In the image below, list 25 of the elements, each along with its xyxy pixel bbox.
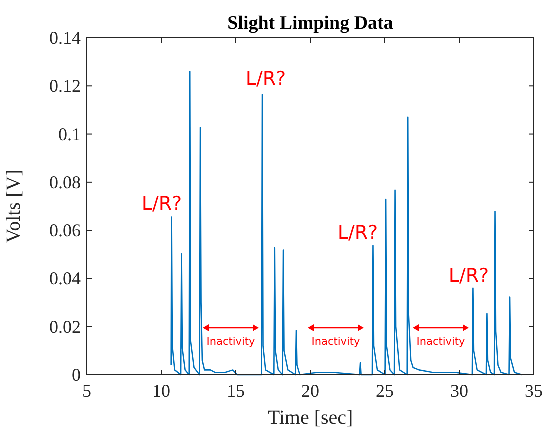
x-tick-label: 5 [82, 381, 92, 401]
x-tick-label: 20 [302, 381, 320, 401]
x-tick-label: 10 [152, 381, 170, 401]
y-tick-label: 0 [72, 365, 81, 385]
y-tick-label: 0.02 [50, 316, 81, 337]
y-axis-title: Volts [V] [3, 170, 25, 244]
x-tick-label: 25 [376, 381, 394, 401]
y-tick-label: 0.04 [50, 268, 81, 289]
y-tick-label: 0.14 [50, 28, 81, 48]
annotation: L/R? [338, 222, 378, 244]
annotation: L/R? [246, 68, 286, 90]
annotation: Inactivity [312, 336, 360, 348]
y-tick-label: 0.08 [50, 172, 81, 192]
annotation: Inactivity [206, 336, 256, 348]
x-axis-title: Time [sec] [268, 407, 354, 429]
x-tick-label: 15 [227, 381, 245, 401]
x-tick-label: 30 [450, 381, 468, 401]
y-tick-label: 0.12 [50, 76, 81, 96]
y-tick-label: 0.1 [58, 124, 81, 144]
annotation: L/R? [142, 193, 182, 215]
chart-title: Slight Limping Data [228, 13, 394, 34]
annotation: L/R? [448, 265, 490, 287]
y-tick-label: 0.06 [50, 220, 81, 241]
annotation: Inactivity [416, 336, 466, 348]
x-tick-label: 35 [525, 381, 543, 401]
